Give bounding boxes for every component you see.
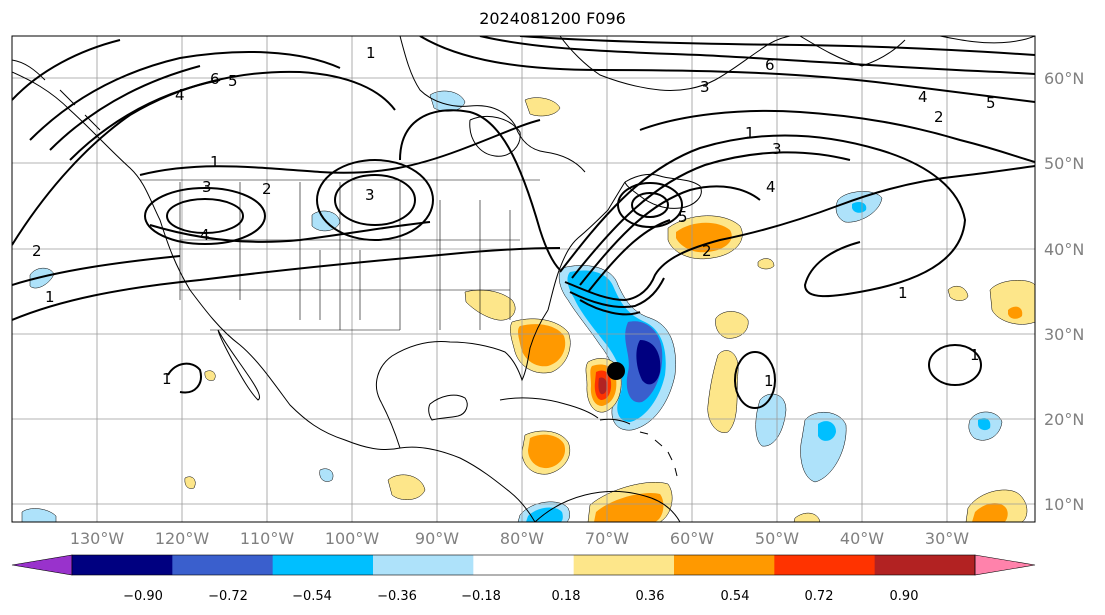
lat-label-10n: 10°N [1044, 495, 1084, 514]
plot-area: 4 3 2 3 1 4 6 5 1 2 1 3 6 1 3 4 4 5 2 1 … [12, 36, 1035, 522]
contour-label-4d: 4 [918, 88, 928, 106]
contour-label-6b: 6 [765, 56, 775, 74]
colorbar-tick-8: 0.72 [805, 589, 834, 604]
lat-label-20n: 20°N [1044, 410, 1084, 429]
colorbar-extend-high [974, 554, 1036, 576]
contour-label-5b: 5 [986, 94, 996, 112]
lat-label-40n: 40°N [1044, 240, 1084, 259]
colorbar-segment [874, 555, 976, 575]
lon-label-30w: 30°W [925, 529, 969, 548]
contour-label-4b: 4 [175, 86, 185, 104]
colorbar-tick-7: 0.54 [721, 589, 750, 604]
lon-label-90w: 90°W [415, 529, 459, 548]
contour-label-1d: 1 [745, 124, 755, 142]
contour-label-1h: 1 [162, 370, 172, 388]
shaded-field [21, 90, 1035, 522]
contour-label-2d: 2 [702, 242, 712, 260]
contour-labels: 4 3 2 3 1 4 6 5 1 2 1 3 6 1 3 4 4 5 2 1 … [32, 44, 996, 390]
lon-label-130w: 130°W [70, 529, 125, 548]
colorbar-segment [72, 555, 173, 575]
longitude-labels: 130°W 120°W 110°W 100°W 90°W 80°W 70°W 6… [70, 529, 969, 548]
contour-label-1g: 1 [764, 372, 774, 390]
colorbar-tick-3: −0.36 [377, 589, 417, 604]
contour-label-2c: 2 [934, 108, 944, 126]
colorbar-tick-5: 0.18 [552, 589, 581, 604]
contour-label-4c: 4 [766, 178, 776, 196]
contour-label-6a: 6 [210, 70, 220, 88]
contour-label-5c: 5 [678, 208, 688, 226]
colorbar-tick-2: −0.54 [292, 589, 332, 604]
lon-label-80w: 80°W [500, 529, 544, 548]
colorbar-frame [71, 554, 976, 576]
lon-label-50w: 50°W [755, 529, 799, 548]
colorbar-tick-4: −0.18 [461, 589, 501, 604]
colorbar-tick-9: 0.90 [890, 589, 919, 604]
lat-label-60n: 60°N [1044, 69, 1084, 88]
colorbar-segment [674, 555, 775, 575]
colorbar-tick-6: 0.36 [636, 589, 665, 604]
colorbar [11, 554, 1036, 576]
colorbar-segment [272, 555, 374, 575]
contour-label-1f: 1 [970, 346, 980, 364]
lon-label-40w: 40°W [840, 529, 884, 548]
contour-label-1a: 1 [210, 153, 220, 171]
contour-label-3a: 3 [365, 186, 375, 204]
lon-label-100w: 100°W [325, 529, 380, 548]
colorbar-tick-1: −0.72 [208, 589, 248, 604]
contour-label-1b: 1 [45, 288, 55, 306]
contour-label-4a: 4 [200, 226, 210, 244]
plot-frame [11, 35, 1036, 523]
contour-label-5a: 5 [228, 72, 238, 90]
contour-label-3b: 3 [202, 178, 212, 196]
colorbar-segment [473, 555, 575, 575]
lon-label-120w: 120°W [155, 529, 210, 548]
colorbar-tick-labels: −0.90 −0.72 −0.54 −0.36 −0.18 0.18 0.36 … [123, 589, 918, 604]
lat-label-50n: 50°N [1044, 154, 1084, 173]
contour-label-3c: 3 [700, 78, 710, 96]
contour-label-1c: 1 [366, 44, 376, 62]
contour-label-1e: 1 [898, 284, 908, 302]
lon-label-60w: 60°W [670, 529, 714, 548]
lon-label-110w: 110°W [240, 529, 295, 548]
lat-label-30n: 30°N [1044, 325, 1084, 344]
lon-label-70w: 70°W [585, 529, 629, 548]
colorbar-segment [373, 555, 474, 575]
colorbar-tick-0: −0.90 [123, 589, 163, 604]
storm-center-marker [607, 362, 625, 380]
colorbar-extend-low [11, 554, 73, 576]
coastlines [12, 36, 1035, 522]
colorbar-segment [774, 555, 876, 575]
colorbar-segment [573, 555, 675, 575]
colorbar-segment [172, 555, 274, 575]
latitude-labels: 60°N 50°N 40°N 30°N 20°N 10°N [1044, 69, 1084, 514]
contour-label-2a: 2 [262, 180, 272, 198]
contour-lines [12, 36, 1035, 409]
gridlines [12, 36, 1035, 522]
contour-label-3d: 3 [772, 140, 782, 158]
contour-label-2b: 2 [32, 242, 42, 260]
map-title: 2024081200 F096 [479, 9, 626, 28]
